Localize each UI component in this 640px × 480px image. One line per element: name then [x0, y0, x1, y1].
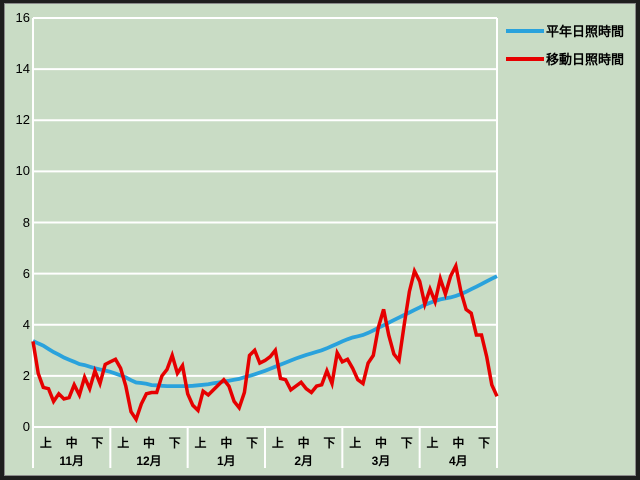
month-label-1月: 1月 [216, 454, 236, 468]
period-label-3月-中: 中 [374, 436, 388, 450]
series-line-1 [31, 260, 499, 424]
period-label-3月-上: 上 [349, 436, 362, 450]
period-label-11月-下: 下 [91, 436, 104, 450]
period-label-2月-上: 上 [271, 436, 284, 450]
y-tick-label-16: 16 [15, 10, 30, 25]
month-label-2月: 2月 [294, 454, 313, 468]
series-line-0 [32, 274, 498, 389]
period-label-11月-上: 上 [39, 436, 52, 450]
period-label-11月-中: 中 [65, 436, 78, 450]
period-label-12月-下: 下 [168, 436, 181, 450]
period-label-12月-上: 上 [117, 436, 130, 450]
legend-label-0: 平年日照時間 [546, 24, 625, 39]
period-label-2月-中: 中 [297, 436, 310, 450]
legend-line-swatch-1 [506, 56, 544, 61]
y-tick-label-12: 12 [15, 112, 30, 128]
y-tick-label-4: 4 [22, 316, 30, 332]
period-label-3月-下: 下 [400, 436, 413, 450]
period-label-1月-中: 中 [220, 436, 233, 450]
period-label-4月-上: 上 [426, 436, 439, 450]
period-label-1月-下: 下 [246, 436, 259, 450]
period-label-4月-下: 下 [478, 436, 491, 450]
y-tick-label-8: 8 [22, 214, 30, 230]
y-tick-label-10: 10 [15, 163, 30, 179]
y-tick-label-6: 6 [22, 265, 30, 281]
y-tick-label-0: 0 [22, 419, 30, 434]
month-label-3月: 3月 [371, 454, 391, 468]
period-label-1月-上: 上 [194, 436, 207, 450]
legend-label-1: 移動日照時間 [546, 52, 625, 67]
period-label-4月-中: 中 [452, 436, 465, 450]
period-label-12月-中: 中 [142, 436, 156, 450]
y-tick-label-2: 2 [22, 367, 30, 383]
legend-line-swatch-0 [506, 28, 544, 33]
month-label-12月: 12月 [136, 454, 162, 468]
legend-item-1: 移動日照時間 [506, 49, 624, 68]
y-tick-label-14: 14 [15, 61, 30, 77]
month-label-4月: 4月 [448, 454, 468, 468]
period-label-2月-下: 下 [323, 436, 336, 450]
month-label-11月: 11月 [59, 454, 84, 468]
legend: 平年日照時間 移動日照時間 [506, 21, 624, 68]
legend-item-0: 平年日照時間 [506, 21, 624, 40]
chart-plot-area [31, 17, 499, 468]
